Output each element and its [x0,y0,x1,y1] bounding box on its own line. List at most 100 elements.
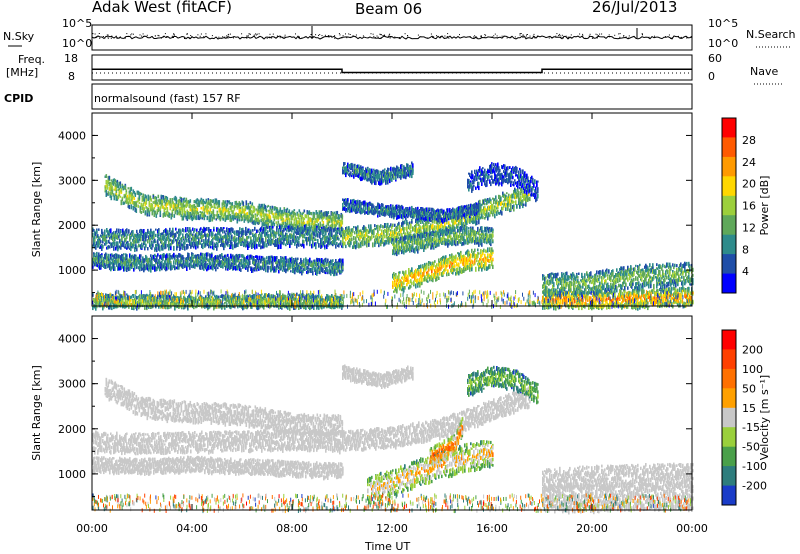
power-cell [107,184,109,189]
power-cell [406,229,408,232]
nsearch-dot [259,33,260,34]
power-cell [243,201,245,206]
power-cell [213,199,215,203]
nsearch-dot [341,37,342,38]
power-cell [233,210,235,215]
nsearch-dot [389,35,390,36]
power-cell [185,211,187,215]
nsearch-dot [363,35,364,36]
power-cell [155,229,157,231]
nsearch-dot [390,38,391,39]
power-cell [327,269,329,272]
nsearch-dot [222,36,223,37]
power-cell [181,198,183,202]
nsearch-dot [95,34,96,35]
nsearch-dot [510,37,511,38]
nsearch-dot [534,34,535,35]
nsearch-dot [571,34,572,35]
power-cell [183,236,185,239]
nsearch-dot [270,34,271,35]
nsearch-dot [284,36,285,37]
power-cell [165,244,167,249]
power-cell [178,203,180,207]
power-cell [259,220,261,223]
power-cell [342,214,344,217]
nsearch-dot [678,36,679,37]
nsearch-dot [475,37,476,38]
power-cell [171,265,173,269]
power-cell [213,229,215,232]
nsearch-dot [187,34,188,35]
power-cell [183,257,185,260]
power-cell [272,206,274,209]
power-cell [302,230,304,235]
power-cell [219,200,221,205]
nsearch-dot [669,35,670,36]
power-cell [410,230,412,233]
power-cell [173,260,175,264]
power-cell [404,220,406,224]
nsearch-dot [346,37,347,38]
power-cell [321,210,323,212]
nsearch-dot [555,36,556,37]
power-cell [127,234,129,236]
power-cell [359,239,361,242]
power-cell [189,265,191,270]
nsearch-dot [582,34,583,35]
power-cell [266,256,268,259]
power-cell [206,227,208,231]
power-cell [325,272,327,274]
nsearch-dot [592,38,593,39]
nsearch-dot [377,36,378,37]
power-cell [345,237,347,241]
nsearch-dot [399,37,400,38]
power-cell [254,227,256,231]
nsearch-dot [585,38,586,39]
nsearch-dot [579,34,580,35]
nsearch-dot [345,33,346,34]
power-cell [247,256,249,260]
nsearch-dot [527,34,528,35]
nsearch-dot [520,35,521,36]
power-cell [145,244,147,248]
nsearch-dot [628,38,629,39]
nsearch-dot [389,34,390,35]
nsearch-dot [691,37,692,38]
power-cell [126,236,128,239]
nsearch-dot [373,36,374,37]
freq-panel-frame [92,55,692,80]
nsearch-dot [433,36,434,37]
power-cell [120,185,122,189]
power-cell [195,246,197,250]
power-cell [370,224,372,227]
nsearch-dot [484,37,485,38]
power-cell [420,226,422,230]
nsearch-dot [158,35,159,36]
power-cell [156,199,158,202]
power-cell [158,228,160,230]
power-cell [283,218,285,220]
nsearch-dot [228,34,229,35]
power-cell [112,186,114,188]
nsearch-dot [258,37,259,38]
power-cell [122,199,124,202]
power-cell [202,245,204,249]
nsearch-dot [642,34,643,35]
nsearch-dot [212,35,213,36]
nsearch-dot [431,34,432,35]
nsearch-dot [161,38,162,39]
power-cell [121,189,123,193]
nsearch-dot [133,34,134,35]
power-cell [267,230,269,233]
power-cell [206,199,208,202]
power-cell [281,225,283,230]
power-cell [299,223,301,226]
nsearch-dot [191,36,192,37]
power-cell [176,201,178,204]
nsearch-dot [348,33,349,34]
nsearch-dot [559,34,560,35]
power-cell [315,245,317,250]
power-cell [240,207,242,209]
nsearch-dot [108,38,109,39]
nsearch-dot [563,37,564,38]
